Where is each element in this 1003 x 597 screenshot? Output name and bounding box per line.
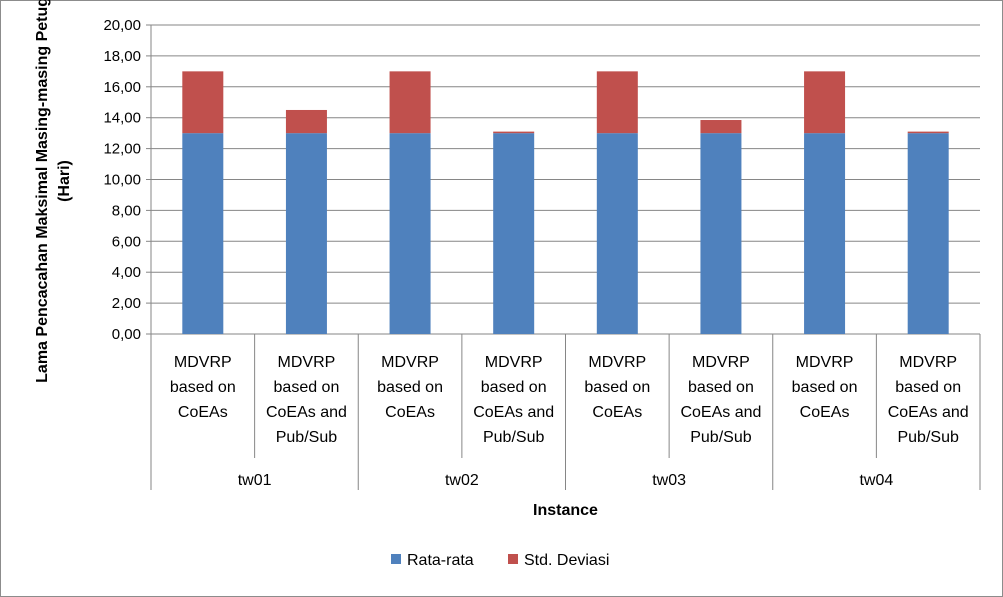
y-tick-label: 4,00	[112, 264, 141, 281]
bar-std-deviasi-6	[700, 120, 742, 134]
y-tick-label: 6,00	[112, 233, 141, 250]
bar-std-deviasi-4	[493, 131, 535, 134]
x-axis-title: Instance	[533, 502, 598, 519]
category-label: based on	[377, 379, 443, 396]
category-label: based on	[274, 379, 340, 396]
y-tick-label: 0,00	[112, 326, 141, 343]
bar-rata-rata-8	[907, 133, 949, 334]
category-label: MDVRP	[899, 354, 957, 371]
y-tick-label: 12,00	[103, 141, 141, 158]
group-label-tw02: tw02	[445, 472, 479, 489]
category-label: based on	[688, 379, 754, 396]
category-label: Pub/Sub	[897, 429, 958, 446]
bar-rata-rata-5	[596, 133, 638, 334]
category-label: MDVRP	[796, 354, 854, 371]
category-label: Pub/Sub	[276, 429, 337, 446]
legend-label: Rata-rata	[407, 552, 474, 569]
bar-rata-rata-3	[389, 133, 431, 334]
category-label: MDVRP	[692, 354, 750, 371]
legend-label: Std. Deviasi	[524, 552, 609, 569]
category-label: MDVRP	[588, 354, 646, 371]
category-label: based on	[792, 379, 858, 396]
y-axis-title: (Hari)	[56, 160, 73, 202]
category-label: CoEAs	[178, 404, 228, 421]
group-label-tw04: tw04	[859, 472, 893, 489]
legend-swatch-rata-rata	[391, 554, 401, 564]
category-label: CoEAs	[385, 404, 435, 421]
group-label-tw01: tw01	[238, 472, 272, 489]
category-label: CoEAs and	[473, 404, 554, 421]
bar-std-deviasi-2	[285, 109, 327, 134]
category-label: Pub/Sub	[690, 429, 751, 446]
y-tick-label: 16,00	[103, 79, 141, 96]
y-tick-label: 20,00	[103, 17, 141, 34]
bar-std-deviasi-8	[907, 131, 949, 134]
category-label: CoEAs	[800, 404, 850, 421]
bar-rata-rata-4	[493, 133, 535, 334]
y-axis-title: Lama Pencacahan Maksimal Masing-masing P…	[34, 0, 51, 383]
category-label: CoEAs and	[888, 404, 969, 421]
category-label: MDVRP	[278, 354, 336, 371]
y-tick-label: 18,00	[103, 48, 141, 65]
category-label: MDVRP	[174, 354, 232, 371]
category-label: CoEAs and	[266, 404, 347, 421]
bar-rata-rata-6	[700, 133, 742, 334]
category-label: based on	[584, 379, 650, 396]
bar-std-deviasi-3	[389, 71, 431, 134]
bar-rata-rata-1	[182, 133, 224, 334]
y-tick-label: 14,00	[103, 110, 141, 127]
bar-std-deviasi-7	[804, 71, 846, 134]
category-label: Pub/Sub	[483, 429, 544, 446]
y-tick-label: 10,00	[103, 172, 141, 189]
group-label-tw03: tw03	[652, 472, 686, 489]
category-label: MDVRP	[485, 354, 543, 371]
category-label: based on	[170, 379, 236, 396]
category-label: CoEAs	[592, 404, 642, 421]
y-tick-label: 8,00	[112, 202, 141, 219]
bar-rata-rata-2	[285, 133, 327, 334]
bar-rata-rata-7	[804, 133, 846, 334]
bar-std-deviasi-5	[596, 71, 638, 134]
y-tick-label: 2,00	[112, 295, 141, 312]
legend-swatch-std-deviasi	[508, 554, 518, 564]
category-label: MDVRP	[381, 354, 439, 371]
bar-std-deviasi-1	[182, 71, 224, 134]
category-label: based on	[895, 379, 961, 396]
category-label: based on	[481, 379, 547, 396]
category-label: CoEAs and	[680, 404, 761, 421]
